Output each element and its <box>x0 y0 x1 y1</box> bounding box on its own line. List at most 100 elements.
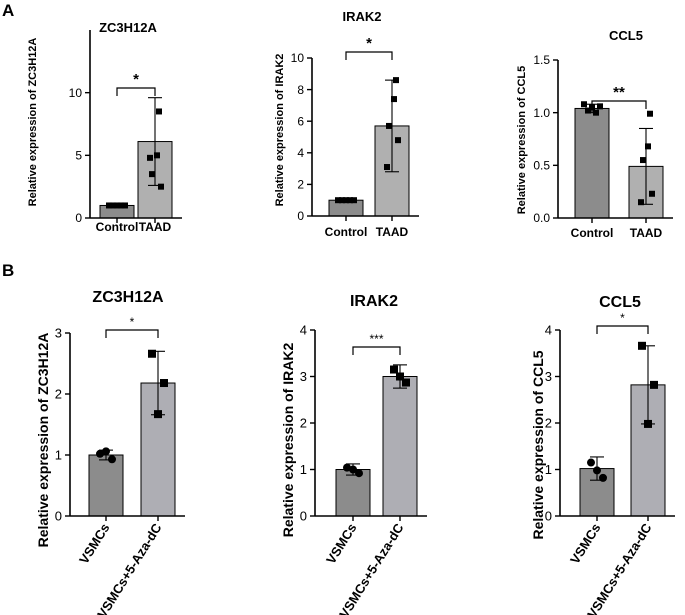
data-point-square <box>384 164 390 171</box>
chart-title: IRAK2 <box>342 9 381 24</box>
data-point-square <box>154 410 162 419</box>
significance-marker: *** <box>369 332 383 346</box>
y-tick-label: 1 <box>55 448 62 463</box>
data-point-square <box>402 378 410 387</box>
y-tick-label: 0 <box>545 509 552 524</box>
data-point-square <box>650 380 658 389</box>
x-tick-label: TAAD <box>630 226 663 240</box>
data-point-square <box>147 154 153 161</box>
y-axis-label: Relative expression of ZC3H12A <box>35 333 51 548</box>
y-axis-label: Relative expression of IRAK2 <box>280 343 296 538</box>
data-point-circle <box>599 473 607 482</box>
y-tick-label: 2 <box>55 387 62 402</box>
chart-title: IRAK2 <box>350 293 398 310</box>
y-axis-label: Relative expression of ZC3H12A <box>27 38 39 207</box>
x-tick-label: TAAD <box>376 225 409 239</box>
data-point-circle <box>343 463 351 472</box>
bar-vsmcs <box>335 469 371 517</box>
data-point-square <box>106 202 112 209</box>
data-point-square <box>649 190 655 197</box>
data-point-square <box>347 197 353 204</box>
data-point-square <box>110 202 116 209</box>
y-tick-label: 0.0 <box>533 211 550 225</box>
y-tick-label: 4 <box>545 323 552 338</box>
bar-vsmcs <box>88 454 124 517</box>
x-tick-label: Control <box>325 225 368 239</box>
data-point-square <box>593 109 599 116</box>
data-point-circle <box>108 455 116 464</box>
data-point-square <box>351 197 357 204</box>
significance-bracket <box>352 346 401 355</box>
y-tick-label: 0 <box>297 209 304 223</box>
chart-a-irak2: IRAK2 Relative expression of IRAK2 0 2 4 6 8 10… <box>274 9 419 239</box>
chart-title: ZC3H12A <box>99 20 157 35</box>
chart-a-ccl5: CCL5 Relative expression of CCL5 0.0 0.5 1.0… <box>516 28 673 240</box>
data-point-square <box>122 202 128 209</box>
panel-label-b: B <box>2 261 14 280</box>
charts-container: ZC3H12A Relative expression of ZC3H12A 0 5 1… <box>27 9 675 615</box>
y-tick-label: 3 <box>55 326 62 341</box>
y-tick-label: 2 <box>545 416 552 431</box>
y-tick-label: 2 <box>300 416 307 431</box>
data-point-square <box>581 101 587 108</box>
chart-title: CCL5 <box>599 294 641 311</box>
x-tick-label: Control <box>96 220 139 234</box>
y-tick-label: 1.0 <box>533 106 550 120</box>
y-axis-label: Relative expression of CCL5 <box>530 350 546 539</box>
y-tick-label: 0 <box>75 211 82 225</box>
y-tick-label: 10 <box>69 86 83 100</box>
significance-bracket <box>591 100 647 109</box>
y-tick-label: 3 <box>300 369 307 384</box>
y-tick-label: 0 <box>55 509 62 524</box>
data-point-square <box>390 365 398 374</box>
chart-b-zc3h12a: ZC3H12A Relative expression of ZC3H12A 0 1 2… <box>35 289 185 615</box>
data-point-square <box>149 171 155 178</box>
data-point-square <box>585 107 591 114</box>
data-point-square <box>391 96 397 103</box>
significance-marker: * <box>620 311 625 325</box>
data-point-square <box>114 202 120 209</box>
data-point-square <box>645 143 651 150</box>
chart-a-zc3h12a: ZC3H12A Relative expression of ZC3H12A 0 5 1… <box>27 20 182 234</box>
data-point-circle <box>593 466 601 475</box>
data-point-square <box>148 349 156 358</box>
y-tick-label: 8 <box>297 83 304 97</box>
y-axis-label: Relative expression of IRAK2 <box>274 54 286 207</box>
y-tick-label: 10 <box>291 51 305 65</box>
data-point-square <box>638 199 644 206</box>
data-point-square <box>339 197 345 204</box>
data-point-square <box>640 157 646 164</box>
chart-title: CCL5 <box>609 28 643 43</box>
panel-label-a: A <box>2 1 14 20</box>
chart-title: ZC3H12A <box>92 289 164 306</box>
bar-vsmcs-5-aza-dc <box>382 376 418 517</box>
data-point-circle <box>355 469 363 478</box>
data-point-square <box>335 197 341 204</box>
data-point-square <box>156 108 162 115</box>
data-point-square <box>386 122 392 129</box>
data-point-square <box>396 372 404 381</box>
y-tick-label: 6 <box>297 114 304 128</box>
x-tick-label: VSMCs <box>76 521 112 567</box>
data-point-square <box>118 202 124 209</box>
data-point-square <box>597 103 603 110</box>
significance-bracket <box>105 329 159 338</box>
y-tick-label: 1 <box>300 462 307 477</box>
data-point-square <box>644 419 652 428</box>
significance-marker: * <box>130 315 135 329</box>
significance-marker: * <box>133 71 139 88</box>
y-tick-label: 0.5 <box>533 159 550 173</box>
data-point-square <box>638 341 646 350</box>
data-point-square <box>154 152 160 159</box>
data-point-circle <box>96 449 104 458</box>
x-tick-label: Control <box>571 226 614 240</box>
data-point-square <box>158 183 164 190</box>
y-tick-label: 1 <box>545 462 552 477</box>
x-tick-label: TAAD <box>139 220 172 234</box>
significance-marker: ** <box>613 84 625 101</box>
data-point-circle <box>587 458 595 467</box>
y-tick-label: 5 <box>75 149 82 163</box>
data-point-square <box>343 197 349 204</box>
